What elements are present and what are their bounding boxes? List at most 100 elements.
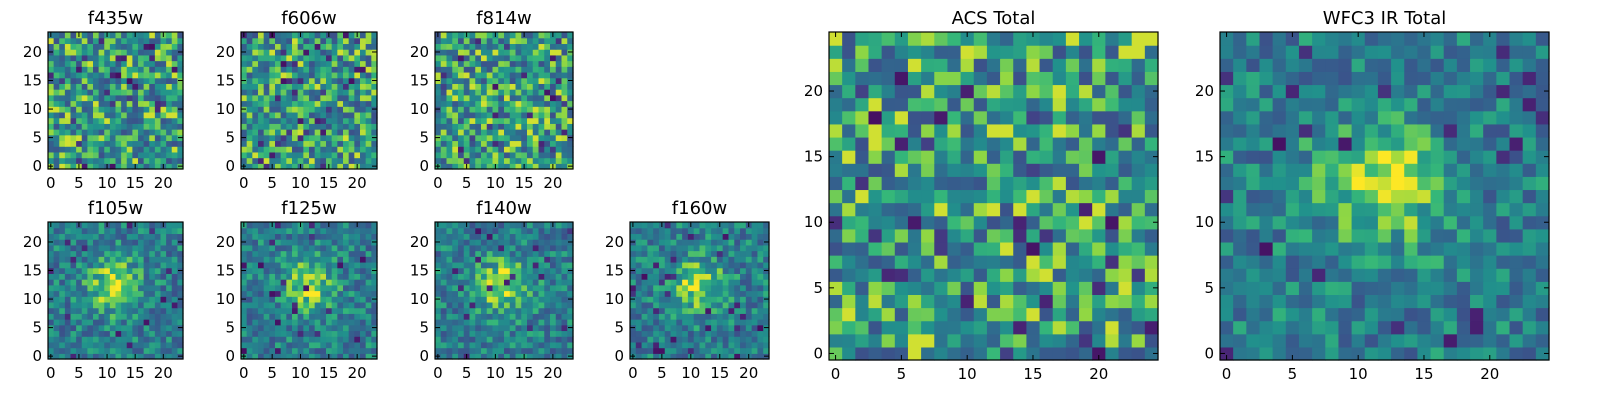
heatmap-cell <box>252 353 259 360</box>
heatmap-cell <box>303 43 310 50</box>
heatmap-cell <box>463 267 471 274</box>
heatmap-cell <box>166 54 173 62</box>
heatmap-cell <box>734 319 741 326</box>
heatmap-cell <box>550 261 557 269</box>
heatmap-cell <box>303 89 310 96</box>
heatmap-cell <box>463 233 471 240</box>
heatmap-cell <box>722 296 730 303</box>
heatmap-cell <box>481 151 488 159</box>
heatmap-cell <box>286 37 293 45</box>
heatmap-cell <box>561 60 568 67</box>
heatmap-cell <box>722 250 730 257</box>
heatmap-cell <box>734 313 741 320</box>
heatmap-cell <box>48 60 55 67</box>
heatmap-cell <box>337 163 344 170</box>
heatmap-cell <box>337 290 344 297</box>
heatmap-cell <box>93 146 100 153</box>
heatmap-cell <box>320 129 327 136</box>
heatmap-cell <box>303 117 310 124</box>
heatmap-cell <box>658 307 666 314</box>
heatmap-cell <box>53 106 60 113</box>
heatmap-cell <box>440 324 448 332</box>
heatmap-cell <box>143 336 150 343</box>
heatmap-cell <box>440 313 448 320</box>
heatmap-cell <box>1272 333 1287 348</box>
heatmap-cell <box>635 244 643 252</box>
heatmap-cell <box>70 233 77 240</box>
heatmap-cell <box>303 319 310 326</box>
heatmap-cell <box>93 284 100 292</box>
heatmap-cell <box>48 100 55 107</box>
heatmap-cell <box>177 330 184 337</box>
heatmap-cell <box>331 100 338 107</box>
heatmap-cell <box>171 347 178 354</box>
heatmap-cell <box>59 250 66 257</box>
heatmap-cell <box>314 319 321 326</box>
heatmap-cell <box>527 66 534 73</box>
heatmap-cell <box>986 202 1001 217</box>
heatmap-cell <box>734 239 741 246</box>
heatmap-cell <box>1092 281 1106 295</box>
heatmap-cell <box>166 256 173 263</box>
heatmap-cell <box>481 37 488 45</box>
heatmap-cell <box>452 146 459 153</box>
heatmap-cell <box>550 111 557 119</box>
heatmap-cell <box>241 129 248 136</box>
heatmap-cell <box>115 163 122 170</box>
heatmap-cell <box>53 330 60 337</box>
heatmap-cell <box>354 60 361 67</box>
heatmap-cell <box>1522 320 1537 335</box>
heatmap-cell <box>446 163 453 170</box>
heatmap-cell <box>1131 268 1146 282</box>
heatmap-cell <box>292 244 299 252</box>
heatmap-cell <box>70 296 77 303</box>
heatmap-cell <box>258 163 265 170</box>
heatmap-cell <box>868 241 883 256</box>
heatmap-cell <box>1026 228 1041 243</box>
heatmap-cell <box>269 239 276 246</box>
heatmap-cell <box>699 353 706 360</box>
heatmap-cell <box>458 222 465 229</box>
heatmap-cell <box>740 261 747 269</box>
heatmap-cell <box>740 307 747 314</box>
heatmap-cell <box>320 140 327 147</box>
heatmap-cell <box>132 54 139 62</box>
heatmap-cell <box>947 97 962 112</box>
heatmap-cell <box>728 324 735 332</box>
heatmap-cell <box>481 94 488 102</box>
heatmap-cell <box>722 336 730 343</box>
heatmap-cell <box>452 94 459 102</box>
heatmap-cell <box>87 71 94 79</box>
heatmap-cell <box>498 106 505 113</box>
heatmap-cell <box>331 54 338 62</box>
heatmap-cell <box>1079 45 1093 59</box>
heatmap-cell <box>1026 150 1041 164</box>
heatmap-cell <box>59 296 66 303</box>
heatmap-cell <box>331 163 338 170</box>
heatmap-cell <box>160 341 167 349</box>
heatmap-cell <box>360 284 367 292</box>
x-tick-label: 5 <box>462 174 472 192</box>
heatmap-cell <box>171 307 178 314</box>
heatmap-cell <box>538 111 545 119</box>
heatmap-cell <box>70 117 77 124</box>
heatmap-cell <box>728 290 735 297</box>
x-tick-label: 15 <box>515 174 534 192</box>
heatmap-cell <box>921 294 935 309</box>
heatmap-cell <box>320 37 327 45</box>
heatmap-cell <box>48 307 55 314</box>
y-tick-label: 20 <box>216 43 235 61</box>
heatmap-cell <box>635 341 643 349</box>
heatmap-cell <box>1092 71 1106 86</box>
heatmap-cell <box>275 111 282 119</box>
heatmap-cell <box>64 151 72 159</box>
heatmap-cell <box>64 140 72 147</box>
heatmap-cell <box>921 71 935 86</box>
heatmap-cell <box>138 157 145 164</box>
heatmap-cell <box>246 157 253 164</box>
heatmap-cell <box>1144 320 1159 335</box>
heatmap-cell <box>149 123 156 130</box>
heatmap-cell <box>658 301 666 309</box>
heatmap-cell <box>561 324 568 332</box>
